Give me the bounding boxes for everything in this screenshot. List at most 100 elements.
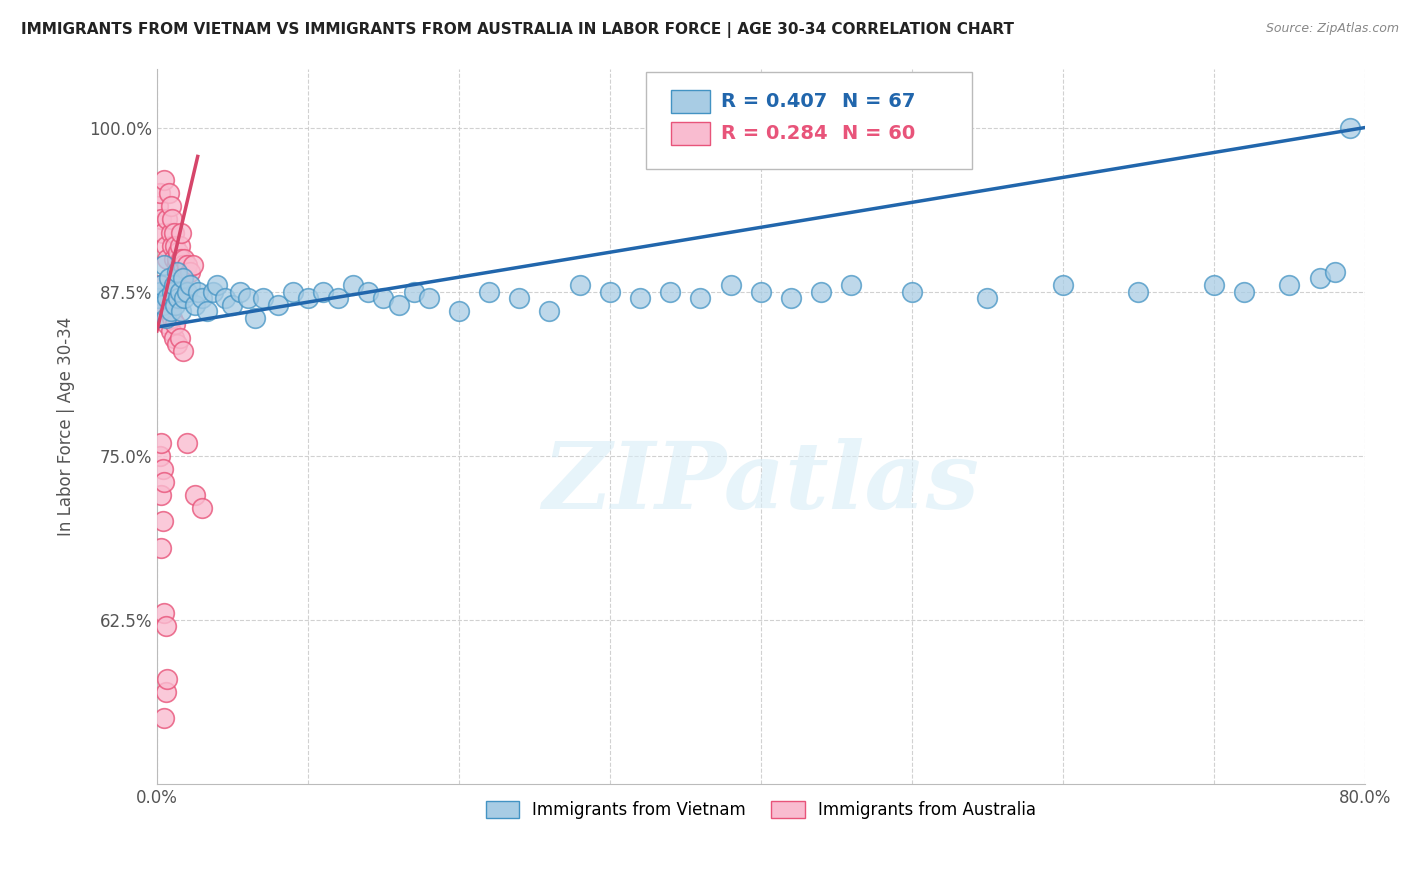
Point	[155, 310, 177, 325]
Point	[150, 212, 173, 227]
Point	[150, 278, 173, 293]
Point	[155, 685, 177, 699]
Point	[1339, 120, 1361, 135]
Point	[148, 199, 170, 213]
Point	[191, 291, 214, 305]
Text: R = 0.407: R = 0.407	[721, 92, 827, 111]
Point	[183, 488, 205, 502]
Point	[153, 258, 176, 272]
Point	[402, 285, 425, 299]
Point	[166, 258, 188, 272]
Point	[176, 258, 198, 272]
Point	[152, 298, 174, 312]
Point	[159, 226, 181, 240]
Point	[1128, 285, 1150, 299]
Point	[162, 226, 184, 240]
Point	[478, 285, 501, 299]
Point	[160, 238, 183, 252]
Point	[749, 285, 772, 299]
Point	[160, 285, 183, 299]
Point	[150, 541, 173, 555]
Point	[169, 285, 191, 299]
FancyBboxPatch shape	[647, 72, 973, 169]
Point	[387, 298, 409, 312]
Point	[166, 265, 188, 279]
Point	[207, 278, 229, 293]
Point	[720, 278, 742, 293]
Point	[236, 291, 259, 305]
Point	[155, 310, 177, 325]
Point	[221, 298, 243, 312]
Point	[162, 252, 184, 266]
Point	[160, 310, 183, 325]
Point	[172, 258, 194, 272]
Point	[165, 298, 187, 312]
Point	[152, 514, 174, 528]
Y-axis label: In Labor Force | Age 30-34: In Labor Force | Age 30-34	[58, 317, 75, 536]
Text: ZIPatlas: ZIPatlas	[543, 438, 980, 528]
Text: N = 60: N = 60	[842, 124, 915, 143]
Point	[153, 475, 176, 489]
Point	[780, 291, 803, 305]
Point	[156, 291, 179, 305]
Point	[153, 291, 176, 305]
Point	[149, 278, 172, 293]
Point	[157, 271, 180, 285]
Point	[157, 304, 180, 318]
Text: IMMIGRANTS FROM VIETNAM VS IMMIGRANTS FROM AUSTRALIA IN LABOR FORCE | AGE 30-34 : IMMIGRANTS FROM VIETNAM VS IMMIGRANTS FR…	[21, 22, 1014, 38]
Point	[342, 278, 364, 293]
Point	[160, 212, 183, 227]
Point	[214, 291, 236, 305]
Point	[159, 304, 181, 318]
Point	[538, 304, 561, 318]
Point	[179, 278, 201, 293]
FancyBboxPatch shape	[672, 122, 710, 145]
Point	[810, 285, 832, 299]
Text: R = 0.284: R = 0.284	[721, 124, 828, 143]
Point	[152, 462, 174, 476]
Point	[156, 318, 179, 332]
Point	[152, 226, 174, 240]
Point	[152, 304, 174, 318]
Point	[148, 291, 170, 305]
Point	[243, 310, 266, 325]
Point	[166, 252, 188, 266]
Point	[195, 304, 218, 318]
Point	[153, 606, 176, 620]
Point	[153, 711, 176, 725]
Point	[179, 265, 201, 279]
Point	[326, 291, 349, 305]
Point	[149, 449, 172, 463]
Point	[174, 265, 197, 279]
Point	[155, 238, 177, 252]
Point	[1278, 278, 1301, 293]
Point	[183, 298, 205, 312]
Point	[229, 285, 252, 299]
Point	[167, 265, 190, 279]
Point	[181, 258, 204, 272]
Point	[201, 285, 224, 299]
Point	[252, 291, 274, 305]
Point	[169, 330, 191, 344]
Point	[170, 304, 193, 318]
Point	[149, 186, 172, 201]
Point	[373, 291, 395, 305]
Point	[172, 343, 194, 358]
Point	[167, 245, 190, 260]
Point	[156, 252, 179, 266]
Point	[150, 435, 173, 450]
Point	[267, 298, 290, 312]
Point	[659, 285, 682, 299]
Text: Source: ZipAtlas.com: Source: ZipAtlas.com	[1265, 22, 1399, 36]
Point	[156, 672, 179, 686]
Point	[155, 619, 177, 633]
Point	[191, 501, 214, 516]
Point	[165, 318, 187, 332]
Point	[165, 238, 187, 252]
Point	[153, 173, 176, 187]
FancyBboxPatch shape	[672, 90, 710, 113]
Point	[187, 285, 209, 299]
Point	[901, 285, 924, 299]
Point	[1233, 285, 1256, 299]
Point	[173, 291, 195, 305]
